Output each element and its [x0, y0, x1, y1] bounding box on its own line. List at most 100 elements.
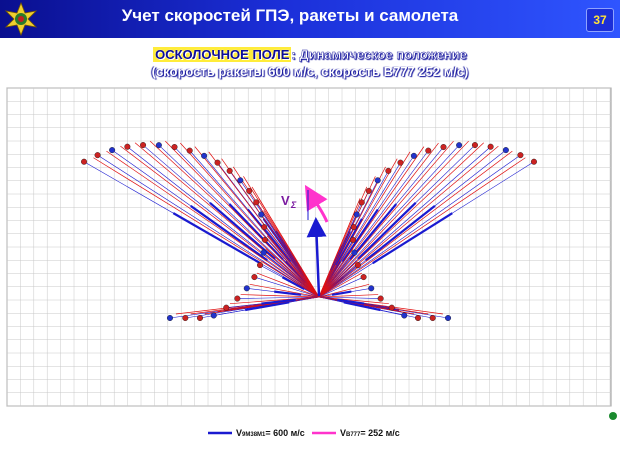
fragment-velocity-segment	[190, 205, 268, 262]
fragment-point	[353, 211, 360, 218]
fragment-velocity-segment	[246, 208, 292, 263]
fragment-ray-static	[254, 276, 320, 298]
legend-aircraft-sub: В777	[346, 432, 361, 438]
fragment-ray-dynamic	[318, 157, 526, 298]
fragment-ray-dynamic	[318, 283, 370, 298]
fragment-ray-dynamic	[217, 296, 320, 312]
fragment-point	[415, 315, 422, 322]
fragment-point	[226, 167, 233, 174]
fragment-point	[171, 144, 178, 151]
fragment-ray-dynamic	[120, 145, 320, 298]
fragment-point	[140, 142, 147, 149]
fragment-ray-static	[318, 150, 429, 298]
fragment-ray-dynamic	[318, 146, 425, 298]
fragment-point	[350, 224, 357, 231]
fragment-point	[155, 142, 162, 149]
subtitle-line-1: ОСКОЛОЧНОЕ ПОЛЕ: Динамическое положение	[0, 47, 620, 62]
fragment-rays	[83, 140, 535, 319]
fragment-ray-static	[237, 296, 320, 299]
fragment-ray-dynamic	[318, 294, 379, 298]
fragment-velocity-segment	[331, 290, 352, 296]
fragment-ray-static	[318, 296, 381, 299]
subtitle-rest: : Динамическое положение	[291, 47, 467, 62]
fragment-points	[81, 142, 537, 322]
fragment-velocity-segment	[172, 212, 261, 265]
fragment-point	[124, 143, 131, 150]
fragment-point	[201, 152, 208, 159]
fragment-point	[182, 315, 189, 322]
fragment-point	[374, 177, 381, 184]
fragment-point	[401, 312, 408, 319]
fragment-ray-dynamic	[318, 296, 401, 312]
status-dot	[609, 412, 617, 420]
fragment-ray-dynamic	[194, 146, 320, 298]
fragment-ray-dynamic	[318, 140, 454, 298]
fragment-point	[517, 152, 524, 159]
fragment-velocity-segment	[281, 276, 305, 290]
fragment-point	[196, 315, 203, 322]
fragment-point	[261, 236, 268, 243]
fragment-point	[246, 187, 253, 194]
fragment-velocity-segment	[209, 201, 276, 260]
fragment-ray-dynamic	[318, 158, 398, 298]
emblem-icon	[4, 2, 38, 36]
fragment-point	[360, 274, 367, 281]
fragment-velocity-segment	[365, 205, 436, 262]
fragment-velocity-segment	[335, 218, 363, 266]
fragment-point	[253, 199, 260, 206]
fragment-point	[354, 262, 361, 269]
fragment-point	[350, 236, 357, 243]
slide-header: Учет скоростей ГПЭ, ракеты и самолета 37	[0, 0, 620, 38]
fragment-ray-static	[318, 144, 460, 298]
fragment-ray-dynamic	[318, 142, 439, 298]
fragment-point	[166, 315, 173, 322]
fragment-point	[243, 285, 250, 292]
fragment-point	[237, 177, 244, 184]
fragment-ray-dynamic	[318, 140, 469, 298]
fragment-ray-dynamic	[318, 186, 368, 298]
fragment-point	[351, 249, 358, 256]
fragment-point	[377, 295, 384, 302]
fragment-point	[358, 199, 365, 206]
fragment-point	[261, 224, 268, 231]
missile-velocity-vector	[306, 217, 327, 297]
fragment-point	[471, 142, 478, 149]
fragment-ray-static	[318, 296, 405, 316]
fragment-ray-dynamic	[318, 272, 362, 298]
fragment-point	[260, 249, 267, 256]
fragment-velocity-segment	[337, 298, 365, 305]
fragment-ray-dynamic	[149, 140, 320, 298]
fragment-velocity-segment	[372, 212, 453, 265]
fragment-ray-static	[158, 144, 320, 298]
fragment-ray-static	[97, 154, 320, 298]
fragment-point	[223, 304, 230, 311]
fragment-point	[385, 167, 392, 174]
fragment-ray-dynamic	[240, 294, 320, 298]
fragment-ray-static	[318, 276, 364, 298]
fragment-ray-dynamic	[318, 151, 411, 298]
fragment-point	[214, 159, 221, 166]
fragment-point	[109, 147, 116, 154]
resultant-vector-label-sub: Σ	[290, 200, 297, 210]
fragment-point	[445, 315, 452, 322]
fragment-point	[251, 274, 258, 281]
fragment-ray-dynamic	[249, 283, 320, 298]
fragment-ray-dynamic	[106, 150, 320, 298]
fragment-ray-dynamic	[93, 157, 320, 298]
fragment-ray-static	[318, 162, 401, 298]
fragment-ray-dynamic	[318, 145, 499, 298]
fragment-ray-dynamic	[256, 272, 320, 298]
fragment-point	[94, 152, 101, 159]
fragment-ray-dynamic	[318, 142, 484, 298]
subtitle-highlight: ОСКОЛОЧНОЕ ПОЛЕ	[153, 47, 292, 62]
fragment-point	[186, 147, 193, 154]
fragment-point	[456, 142, 463, 149]
fragment-point	[429, 315, 436, 322]
fragment-point	[368, 285, 375, 292]
fragment-velocity-segment	[261, 298, 296, 305]
slide-title: Учет скоростей ГПЭ, ракеты и самолета	[121, 6, 459, 25]
legend-missile: V9М38М1= 600 м/с	[236, 428, 305, 438]
legend-aircraft-prefix: V	[340, 428, 347, 438]
fragment-point	[397, 159, 404, 166]
legend-missile-prefix: V	[236, 428, 243, 438]
